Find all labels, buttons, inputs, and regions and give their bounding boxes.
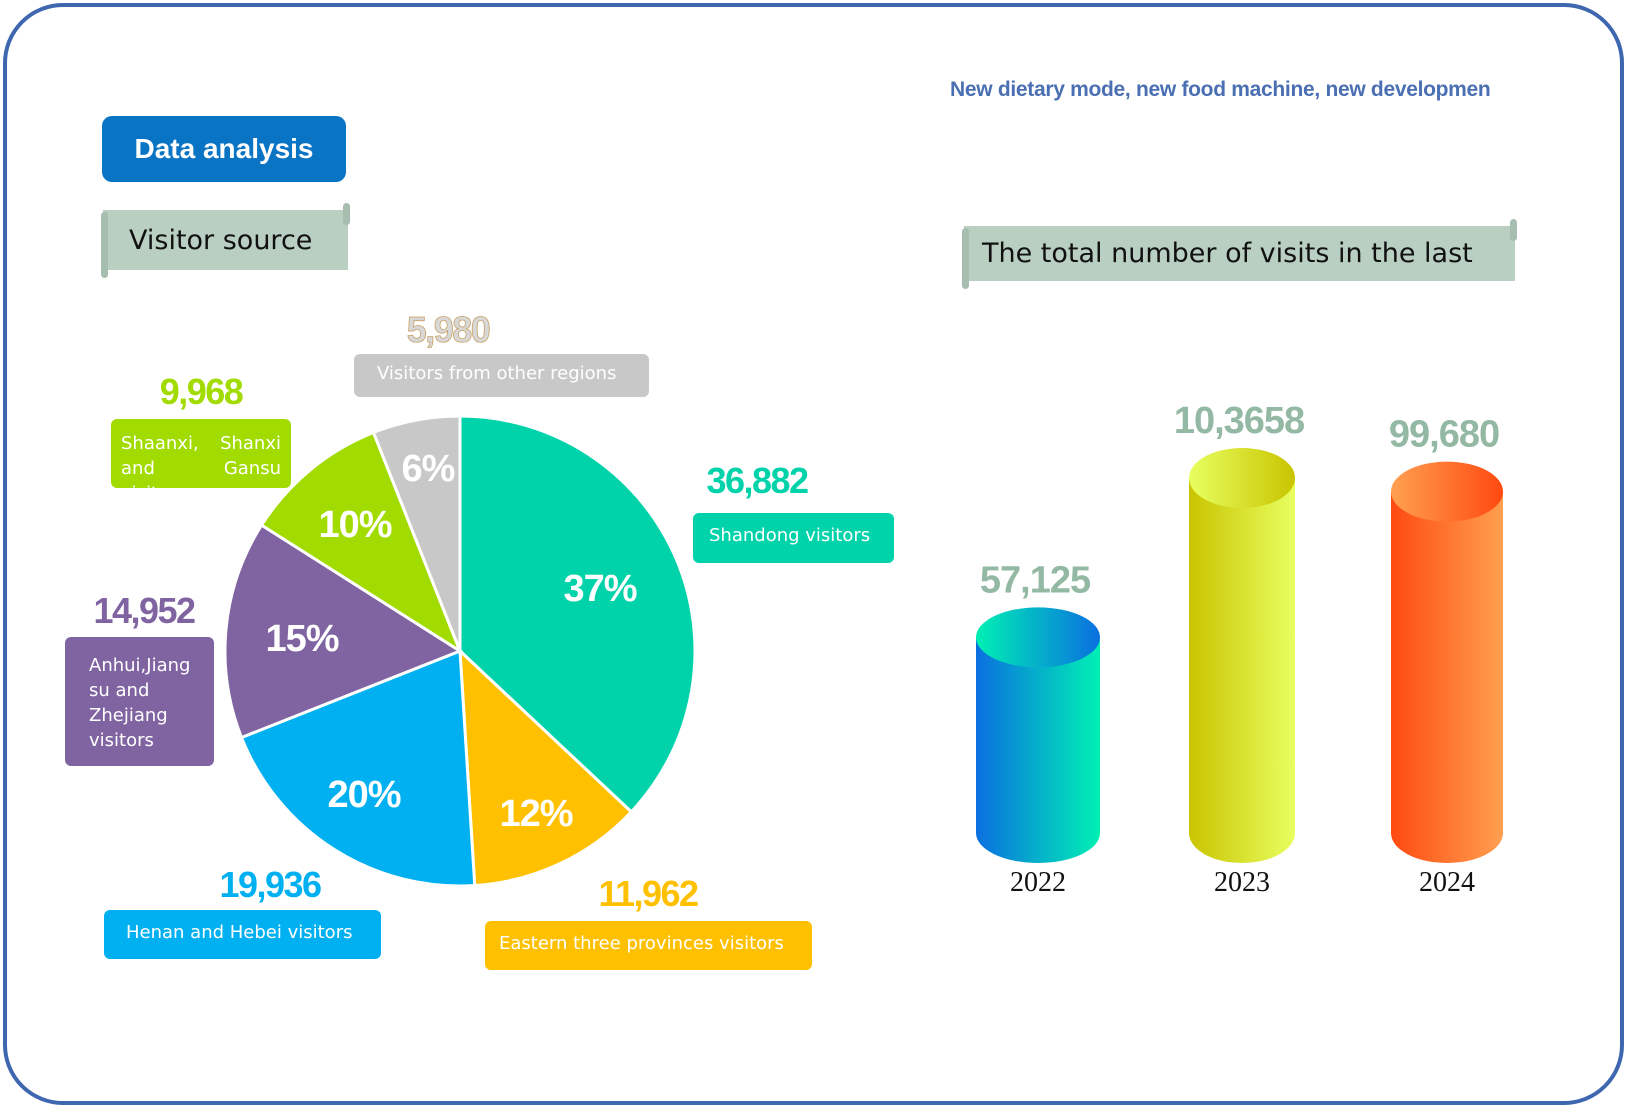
pie-percent-eastern: 12% [499, 793, 572, 835]
cylinder-top-2023 [1189, 448, 1295, 508]
value-anhui-jiangsu-zhejiang: 14,952 [93, 590, 195, 631]
cylinder-body-2023[interactable] [1189, 478, 1295, 863]
legend-eastern: Eastern three provinces visitors [485, 921, 812, 970]
visitor-source-title: Visitor source [129, 224, 313, 256]
pie-percent-anhui-jiangsu-zhejiang: 15% [265, 618, 338, 660]
pie-percent-henan-hebei: 20% [327, 774, 400, 816]
cylinder-value-2022: 57,125 [980, 559, 1091, 601]
pie-slice-shandong[interactable] [458, 414, 697, 814]
pie-chart: 37% 12% 20% 15% 10% 6% [223, 414, 697, 888]
pie-value-labels: 36,882 11,962 19,936 14,952 9,968 5,980 [93, 309, 809, 914]
year-label-2023: 2023 [1214, 867, 1270, 898]
value-shaanxi-shanxi-gansu: 9,968 [160, 371, 243, 412]
data-analysis-button[interactable]: Data analysis [102, 116, 346, 182]
total-visits-banner: The total number of visits in the last [962, 219, 1517, 289]
pie-percent-other-regions: 6% [402, 448, 455, 490]
cylinder-top-2024 [1391, 461, 1503, 522]
cylinder-body-2024[interactable] [1391, 491, 1503, 863]
legend-henan-hebei: Henan and Hebei visitors [104, 910, 381, 959]
pie-percent-shandong: 37% [563, 568, 636, 610]
pie-slice-henan-hebei[interactable] [239, 648, 477, 888]
cylinder-body-2022[interactable] [976, 637, 1100, 863]
legend-shaanxi-shanxi-gansu: Shaanxi, Shanxi and Gansu visitors [111, 419, 291, 504]
value-other-regions: 5,980 [407, 309, 490, 350]
pie-slice-other-regions[interactable] [371, 414, 462, 652]
cylinder-value-2024: 99,680 [1389, 414, 1499, 456]
legend-shandong: Shandong visitors [693, 513, 894, 563]
visitor-source-banner: Visitor source [101, 203, 350, 278]
pie-slice-anhui-jiangsu-zhejiang[interactable] [223, 523, 464, 740]
cylinder-chart: 57,125 2022 10,3658 2023 99,680 2024 [976, 400, 1503, 898]
pie-slice-shaanxi-shanxi-gansu[interactable] [259, 430, 464, 655]
value-eastern: 11,962 [598, 873, 698, 914]
pie-percent-shaanxi-shanxi-gansu: 10% [318, 504, 391, 546]
legend-anhui-jiangsu-zhejiang: Anhui,Jiang su and Zhejiang visitors [65, 637, 214, 766]
cylinder-value-2023: 10,3658 [1174, 400, 1304, 442]
year-label-2022: 2022 [1010, 867, 1066, 898]
total-visits-title: The total number of visits in the last [982, 238, 1473, 269]
cylinder-top-2022 [976, 607, 1100, 668]
legend-other-regions: Visitors from other regions [354, 354, 649, 397]
tagline: New dietary mode, new food machine, new … [950, 78, 1491, 101]
year-label-2024: 2024 [1419, 867, 1475, 898]
value-henan-hebei: 19,936 [219, 864, 321, 905]
pie-slice-eastern[interactable] [458, 647, 634, 888]
value-shandong: 36,882 [706, 460, 808, 501]
